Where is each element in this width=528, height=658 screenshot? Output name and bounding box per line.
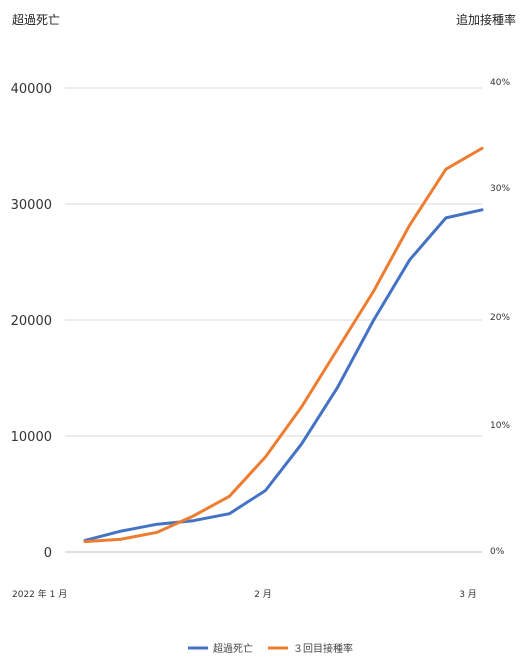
left-tick-label: 20000: [11, 314, 52, 329]
x-tick-label: 2 月: [254, 589, 272, 600]
left-axis-title: 超過死亡: [12, 12, 60, 27]
left-tick-label: 0: [44, 546, 52, 561]
right-tick-label: 30%: [490, 184, 510, 194]
gridlines: [65, 87, 482, 553]
right-axis-ticks: 0% 10% 20% 30% 40%: [490, 78, 510, 557]
right-tick-label: 10%: [490, 421, 510, 431]
right-tick-label: 40%: [490, 78, 510, 88]
legend-label-1: ３回目接種率: [293, 642, 353, 655]
x-tick-label: 2022 年 1 月: [12, 588, 67, 600]
right-axis-title: 追加接種率: [456, 12, 516, 27]
x-axis-ticks: 2022 年 1 月 2 月 3 月: [12, 588, 477, 600]
series-line-0: [83, 208, 484, 542]
right-tick-label: 0%: [490, 547, 505, 557]
series-lines: [83, 146, 484, 544]
x-tick-label: 3 月: [459, 589, 477, 600]
right-tick-label: 20%: [490, 313, 510, 323]
left-tick-label: 30000: [11, 198, 52, 213]
left-axis-ticks: 0 10000 20000 30000 40000: [11, 82, 52, 561]
left-tick-label: 40000: [11, 82, 52, 97]
series-line-1: [83, 146, 484, 544]
legend: 超過死亡 ３回目接種率: [188, 642, 353, 655]
legend-label-0: 超過死亡: [213, 642, 253, 655]
left-tick-label: 10000: [11, 430, 52, 445]
